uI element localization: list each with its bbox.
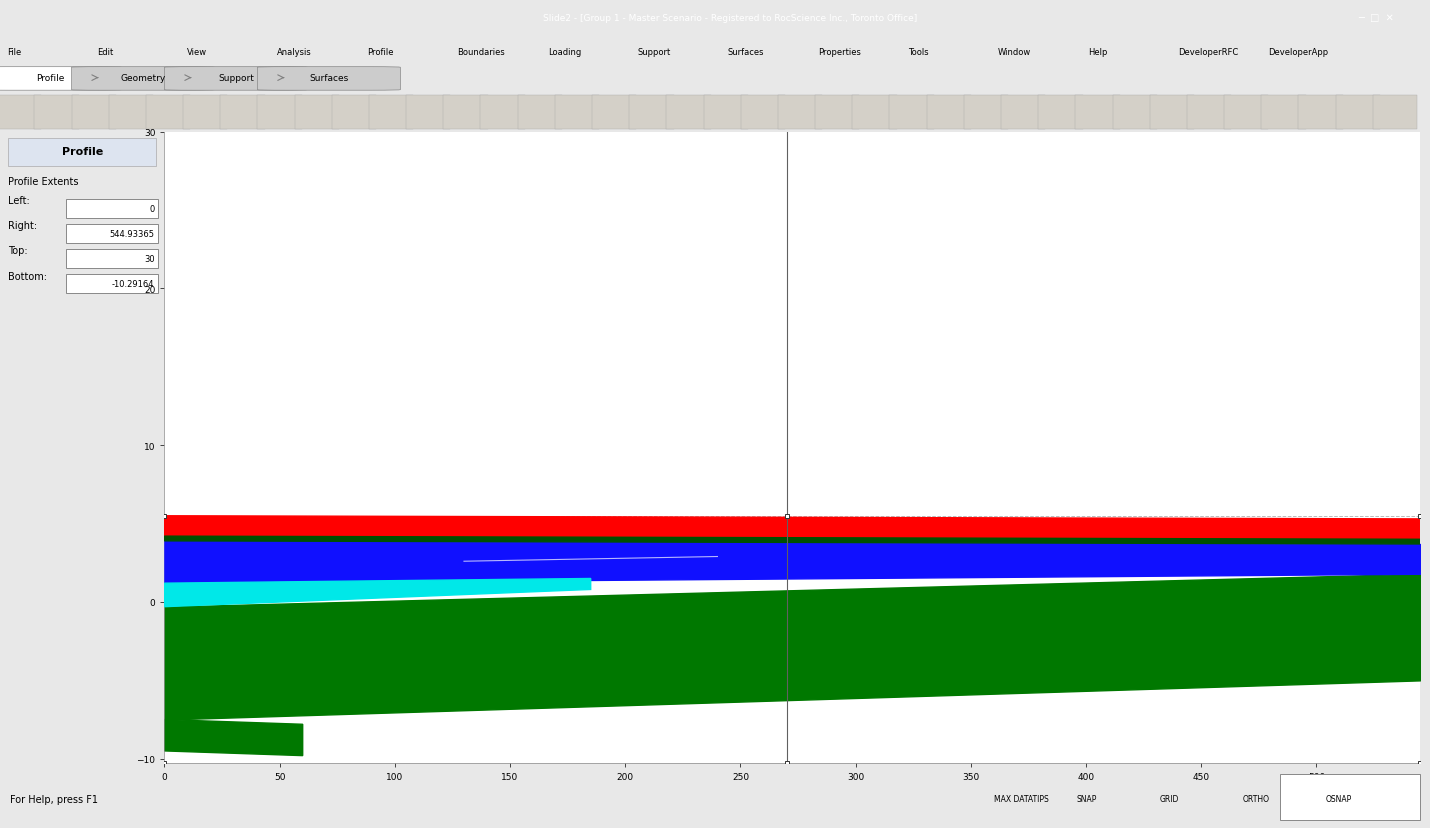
FancyBboxPatch shape xyxy=(34,96,79,129)
FancyBboxPatch shape xyxy=(592,96,636,129)
FancyBboxPatch shape xyxy=(1075,96,1120,129)
Polygon shape xyxy=(164,720,303,756)
FancyBboxPatch shape xyxy=(146,96,190,129)
Text: -10.29164: -10.29164 xyxy=(112,280,154,289)
FancyBboxPatch shape xyxy=(1038,96,1083,129)
Text: 0: 0 xyxy=(149,205,154,214)
FancyBboxPatch shape xyxy=(0,96,41,129)
FancyBboxPatch shape xyxy=(66,224,157,243)
FancyBboxPatch shape xyxy=(109,96,153,129)
FancyBboxPatch shape xyxy=(66,250,157,269)
Polygon shape xyxy=(164,537,1420,544)
Text: Surfaces: Surfaces xyxy=(309,74,349,83)
Text: Slide2 - [Group 1 - Master Scenario - Registered to RocScience Inc., Toronto Off: Slide2 - [Group 1 - Master Scenario - Re… xyxy=(543,14,918,22)
FancyBboxPatch shape xyxy=(629,96,674,129)
FancyBboxPatch shape xyxy=(852,96,897,129)
Text: Window: Window xyxy=(998,48,1031,57)
Text: ORTHO: ORTHO xyxy=(1243,794,1270,803)
Text: Tools: Tools xyxy=(908,48,928,57)
FancyBboxPatch shape xyxy=(555,96,599,129)
FancyBboxPatch shape xyxy=(778,96,822,129)
Text: Surfaces: Surfaces xyxy=(728,48,765,57)
Text: Properties: Properties xyxy=(818,48,861,57)
FancyBboxPatch shape xyxy=(518,96,562,129)
FancyBboxPatch shape xyxy=(0,68,122,91)
Text: Profile Extents: Profile Extents xyxy=(9,176,79,186)
Text: Left:: Left: xyxy=(9,195,30,205)
FancyBboxPatch shape xyxy=(66,200,157,219)
Text: SNAP: SNAP xyxy=(1077,794,1097,803)
FancyBboxPatch shape xyxy=(1150,96,1194,129)
Text: GRID: GRID xyxy=(1160,794,1180,803)
FancyBboxPatch shape xyxy=(889,96,934,129)
Text: Profile: Profile xyxy=(36,74,64,83)
Text: File: File xyxy=(7,48,21,57)
Text: Bottom:: Bottom: xyxy=(9,272,47,282)
FancyBboxPatch shape xyxy=(815,96,859,129)
FancyBboxPatch shape xyxy=(1113,96,1157,129)
Text: Support: Support xyxy=(638,48,671,57)
FancyBboxPatch shape xyxy=(257,68,400,91)
FancyBboxPatch shape xyxy=(443,96,488,129)
Text: MAX DATATIPS: MAX DATATIPS xyxy=(994,794,1048,803)
FancyBboxPatch shape xyxy=(406,96,450,129)
FancyBboxPatch shape xyxy=(1373,96,1417,129)
Text: DeveloperApp: DeveloperApp xyxy=(1268,48,1328,57)
FancyBboxPatch shape xyxy=(1280,773,1420,821)
FancyBboxPatch shape xyxy=(295,96,339,129)
Text: Edit: Edit xyxy=(97,48,113,57)
Text: Boundaries: Boundaries xyxy=(458,48,505,57)
Text: OSNAP: OSNAP xyxy=(1326,794,1351,803)
Text: Profile: Profile xyxy=(368,48,395,57)
FancyBboxPatch shape xyxy=(164,68,307,91)
FancyBboxPatch shape xyxy=(964,96,1008,129)
Text: Support: Support xyxy=(217,74,255,83)
FancyBboxPatch shape xyxy=(1336,96,1380,129)
Text: Top:: Top: xyxy=(9,246,27,256)
FancyBboxPatch shape xyxy=(72,96,116,129)
Text: 30: 30 xyxy=(144,255,154,264)
FancyBboxPatch shape xyxy=(480,96,525,129)
Text: Help: Help xyxy=(1088,48,1108,57)
FancyBboxPatch shape xyxy=(1224,96,1268,129)
FancyBboxPatch shape xyxy=(666,96,711,129)
Text: ─  □  ✕: ─ □ ✕ xyxy=(1358,13,1394,23)
Text: Analysis: Analysis xyxy=(277,48,312,57)
Text: 544.93365: 544.93365 xyxy=(110,229,154,238)
FancyBboxPatch shape xyxy=(369,96,413,129)
FancyBboxPatch shape xyxy=(66,275,157,294)
FancyBboxPatch shape xyxy=(72,68,214,91)
Text: Loading: Loading xyxy=(548,48,581,57)
Polygon shape xyxy=(164,516,1420,540)
FancyBboxPatch shape xyxy=(183,96,227,129)
FancyBboxPatch shape xyxy=(1298,96,1343,129)
Polygon shape xyxy=(164,579,591,607)
FancyBboxPatch shape xyxy=(704,96,748,129)
Text: View: View xyxy=(187,48,207,57)
FancyBboxPatch shape xyxy=(9,139,156,167)
FancyBboxPatch shape xyxy=(332,96,376,129)
Text: Profile: Profile xyxy=(61,147,103,157)
Text: Right:: Right: xyxy=(9,221,37,231)
FancyBboxPatch shape xyxy=(741,96,785,129)
FancyBboxPatch shape xyxy=(1001,96,1045,129)
Text: DeveloperRFC: DeveloperRFC xyxy=(1178,48,1238,57)
Text: For Help, press F1: For Help, press F1 xyxy=(10,794,99,804)
FancyBboxPatch shape xyxy=(927,96,971,129)
Text: Geometry: Geometry xyxy=(120,74,166,83)
FancyBboxPatch shape xyxy=(257,96,302,129)
FancyBboxPatch shape xyxy=(220,96,265,129)
FancyBboxPatch shape xyxy=(1261,96,1306,129)
FancyBboxPatch shape xyxy=(1187,96,1231,129)
